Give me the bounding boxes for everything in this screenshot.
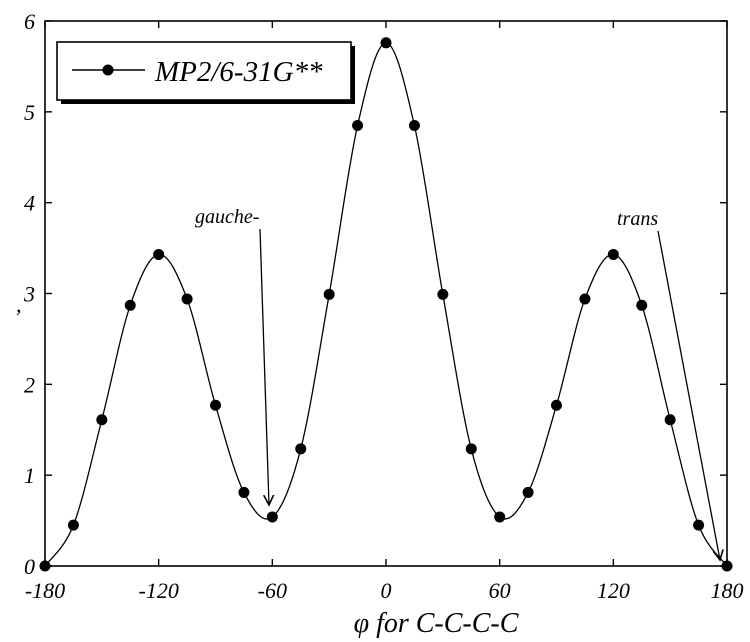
x-axis-title: φ for C-C-C-C <box>354 608 519 639</box>
annotation-gauche-arrow <box>259 228 269 505</box>
data-point <box>67 519 79 531</box>
x-tick-label: -60 <box>258 578 287 603</box>
data-point <box>465 443 477 455</box>
data-point <box>39 560 51 572</box>
data-point <box>636 299 648 311</box>
data-point <box>266 511 278 523</box>
data-point <box>153 248 165 260</box>
annotation-trans-arrow <box>657 230 720 560</box>
data-point <box>693 519 705 531</box>
y-tick-label: 3 <box>23 282 35 307</box>
data-point <box>124 299 136 311</box>
x-tick-label: 0 <box>381 578 392 603</box>
x-tick-label: -180 <box>25 578 65 603</box>
x-tick-label: -120 <box>139 578 179 603</box>
x-tick-label: 180 <box>711 578 744 603</box>
data-point <box>437 288 449 300</box>
data-point <box>295 443 307 455</box>
data-point <box>210 399 221 411</box>
legend-marker <box>102 64 114 76</box>
data-point <box>579 293 591 305</box>
data-point <box>323 288 335 300</box>
y-tick-label: 6 <box>24 9 35 34</box>
data-point <box>238 486 250 498</box>
data-point <box>380 37 392 49</box>
tick-labels: -180 -120 -60 0 60 120 180 0 1 2 3 4 5 6 <box>23 9 744 603</box>
data-point <box>96 414 108 426</box>
series-curve <box>44 42 728 567</box>
y-tick-label: 2 <box>24 372 35 397</box>
x-tick-label: 120 <box>597 578 630 603</box>
data-point <box>607 248 619 260</box>
data-point <box>352 119 364 131</box>
y-tick-label: 5 <box>24 100 35 125</box>
x-tick-label: 60 <box>489 578 511 603</box>
data-point <box>408 119 420 131</box>
data-point <box>181 293 193 305</box>
annotation-trans-label: trans <box>617 208 658 230</box>
series-points <box>39 37 733 572</box>
legend-label: MP2/6-31G** <box>154 56 323 88</box>
annotation-gauche-label: gauche- <box>195 206 259 228</box>
y-tick-label: 1 <box>24 463 35 488</box>
data-point <box>522 486 534 498</box>
data-point <box>721 560 733 572</box>
data-point <box>494 511 506 523</box>
data-point <box>664 414 676 426</box>
legend: MP2/6-31G** <box>56 41 355 104</box>
y-tick-label: 4 <box>24 191 35 216</box>
data-point <box>551 399 562 411</box>
y-tick-label: 0 <box>24 554 35 579</box>
stray-mark: , <box>16 292 22 317</box>
